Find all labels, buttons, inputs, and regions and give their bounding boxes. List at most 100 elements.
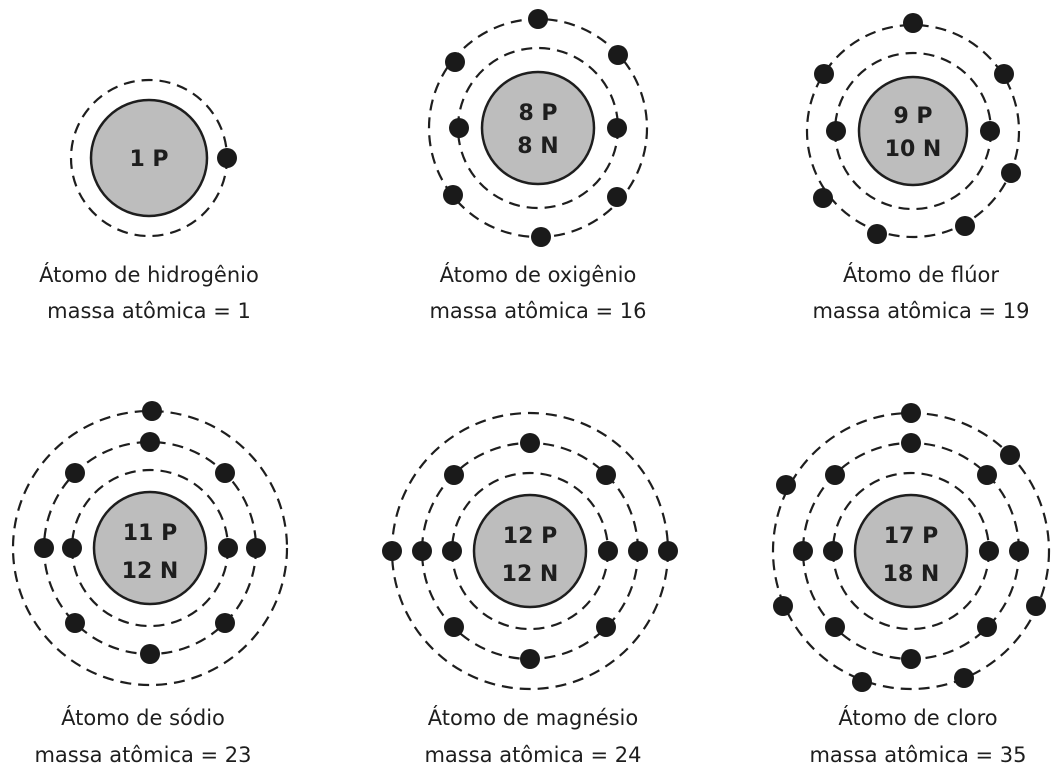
electron [65,613,85,633]
nucleus [472,493,588,609]
atomic-mass: massa atômica = 19 [812,299,1029,323]
atom-chlorine: 17 P 18 N Átomo de cloro massa atômica =… [771,403,1051,767]
electron [628,541,648,561]
atomic-mass: massa atômica = 16 [429,299,646,323]
electron [867,224,887,244]
electron-shell-3 [11,409,289,687]
atom-name: Átomo de magnésio [428,705,639,730]
electron [658,541,678,561]
electron [215,463,235,483]
electron [901,403,921,423]
electron [977,465,997,485]
electron [445,52,465,72]
electron [218,538,238,558]
atom-name: Átomo de flúor [843,262,999,287]
electron [449,118,469,138]
electron [901,649,921,669]
electrons [382,433,678,669]
electron [1001,163,1021,183]
electron [1009,541,1029,561]
electron [382,541,402,561]
electron [793,541,813,561]
nucleus-protons: 8 P [518,101,557,126]
nucleus-neutrons: 12 N [502,562,559,587]
atomic-mass: massa atômica = 35 [809,743,1026,767]
electron [954,668,974,688]
electron [34,538,54,558]
electron [901,433,921,453]
electron [826,121,846,141]
electron [814,64,834,84]
atom-name: Átomo de sódio [61,705,225,730]
nucleus [89,98,209,218]
electron [823,541,843,561]
atom-name: Átomo de oxigênio [440,262,637,287]
nucleus [480,70,596,186]
nucleus [92,490,208,606]
electron [444,465,464,485]
electron-shell-2 [805,23,1021,239]
electron [955,216,975,236]
electrons [217,148,237,168]
electron [62,538,82,558]
electron [773,596,793,616]
atom-name: Átomo de cloro [838,705,997,730]
electron [520,649,540,669]
atom-hydrogen: 1 P Átomo de hidrogênio massa atômica = … [39,78,259,323]
electron [598,541,618,561]
electron [979,541,999,561]
nucleus-protons: 17 P [884,524,938,549]
nucleus-neutrons: 18 N [883,562,940,587]
nucleus-protons: 12 P [503,524,557,549]
nucleus-neutrons: 8 N [517,134,558,159]
electron [813,188,833,208]
electron [980,121,1000,141]
nucleus-neutrons: 12 N [122,559,179,584]
nucleus [853,493,969,609]
electrons [773,403,1046,692]
electron [520,433,540,453]
electron [608,45,628,65]
electron [903,13,923,33]
electrons [443,9,628,247]
electron [528,9,548,29]
electron [140,644,160,664]
electrons [34,401,266,664]
electron [994,64,1014,84]
electron [442,541,462,561]
electron [412,541,432,561]
electron [776,475,796,495]
nucleus [857,75,969,187]
electron [217,148,237,168]
electron [142,401,162,421]
electrons [813,13,1021,244]
nucleus-protons: 9 P [893,104,932,129]
electron [1026,596,1046,616]
electron [977,617,997,637]
electron [852,672,872,692]
atom-fluorine: 9 P 10 N Átomo de flúor massa atômica = … [805,13,1030,323]
atom-sodium: 11 P 12 N Átomo de sódio massa atômica =… [11,401,289,767]
atomic-mass: massa atômica = 24 [424,743,641,767]
electron [596,465,616,485]
nucleus-neutrons: 10 N [885,137,942,162]
atomic-mass: massa atômica = 23 [34,743,251,767]
electron [443,185,463,205]
electron [825,465,845,485]
electron [607,187,627,207]
atom-oxygen: 8 P 8 N Átomo de oxigênio massa atômica … [427,9,649,323]
electron [444,617,464,637]
electron [1000,445,1020,465]
electron [596,617,616,637]
electron [65,463,85,483]
atom-magnesium: 12 P 12 N Átomo de magnésio massa atômic… [382,411,678,767]
electron [215,613,235,633]
atom-name: Átomo de hidrogênio [39,262,259,287]
nucleus-protons: 1 P [129,147,168,172]
nucleus-protons: 11 P [123,521,177,546]
electron [531,227,551,247]
electron [246,538,266,558]
electron [607,118,627,138]
electron [140,432,160,452]
